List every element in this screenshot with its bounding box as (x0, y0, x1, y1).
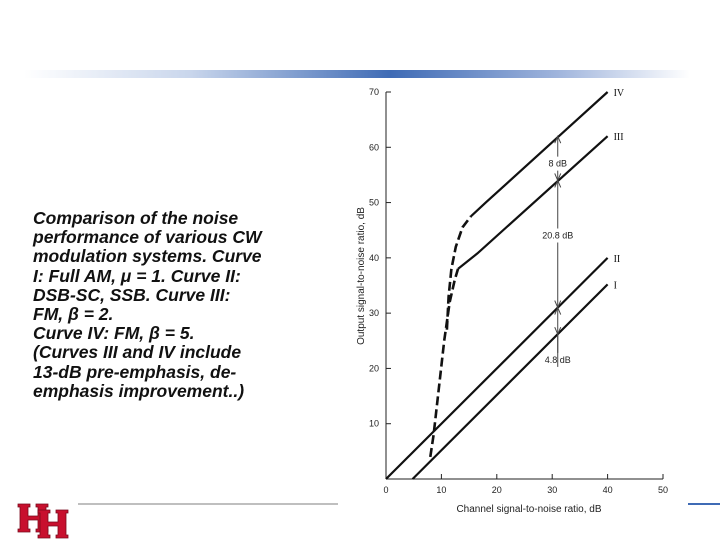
curve-line (470, 91, 609, 218)
x-tick-label: 40 (603, 485, 613, 495)
arrow-head (554, 179, 562, 188)
caption-line: Comparison of the noise (33, 208, 239, 228)
caption-line: (Curves III and IV include (33, 342, 242, 363)
y-tick-label: 40 (369, 253, 379, 263)
curve-line (457, 135, 609, 270)
y-tick-label: 10 (369, 419, 379, 429)
curve-threshold-dashed (429, 268, 460, 458)
x-tick-label: 30 (547, 485, 557, 495)
y-tick-label: 50 (369, 198, 379, 208)
header-accent-bar (24, 70, 690, 78)
curve-label: I (614, 280, 617, 291)
university-logo (17, 503, 69, 539)
gap-label: 20.8 dB (542, 231, 573, 241)
curve-label: III (614, 132, 624, 143)
curve-iii: III (429, 132, 624, 458)
y-axis-label: Output signal-to-noise ratio, dB (356, 207, 367, 345)
gap-annotation: 4.8 dB (545, 306, 571, 367)
arrow-head (554, 306, 562, 315)
caption-line: emphasis improvement..) (33, 380, 245, 401)
curve-label: II (614, 254, 621, 265)
curve-label: IV (614, 88, 625, 99)
chart-annotations: 8 dB 20.8 dB 4.8 dB (542, 134, 573, 367)
arrow-head (554, 134, 562, 144)
y-tick-label: 60 (369, 142, 379, 152)
caption-line: Curve IV: FM, β = 5. (33, 323, 195, 344)
gap-annotation: 20.8 dB (542, 179, 573, 309)
curve-i: I (411, 280, 617, 480)
curve-ii: II (385, 254, 621, 480)
x-tick-label: 0 (383, 485, 388, 495)
curve-iv: IV (445, 88, 625, 330)
gap-label: 4.8 dB (545, 355, 571, 365)
caption-line: FM, β = 2. (33, 304, 114, 325)
caption-line: modulation systems. Curve (33, 246, 262, 267)
footer-rule (78, 503, 338, 505)
caption-line: DSB-SC, SSB. Curve III: (33, 284, 231, 305)
curve-line (385, 257, 609, 480)
gap-label: 8 dB (548, 159, 567, 169)
y-tick-label: 20 (369, 363, 379, 373)
curve-line (411, 283, 609, 480)
caption-line: I: Full AM, μ = 1. Curve II: (33, 265, 241, 286)
figure-caption: Comparison of the noise performance of v… (33, 208, 333, 401)
y-tick-label: 30 (369, 308, 379, 318)
gap-annotation: 8 dB (548, 134, 567, 182)
caption-line: 13-dB pre-emphasis, de- (33, 361, 237, 382)
caption-line: performance of various CW (33, 227, 262, 248)
footer-accent-rule (688, 503, 720, 505)
arrow-head (554, 326, 562, 336)
curve-threshold-dashed (445, 215, 472, 330)
x-tick-label: 10 (436, 485, 446, 495)
chart-axes: 0 10 20 30 40 50 10 20 30 40 50 60 70 (369, 87, 668, 495)
y-tick-label: 70 (369, 87, 379, 97)
x-tick-label: 50 (658, 485, 668, 495)
x-tick-label: 20 (492, 485, 502, 495)
x-axis-label: Channel signal-to-noise ratio, dB (456, 504, 601, 515)
